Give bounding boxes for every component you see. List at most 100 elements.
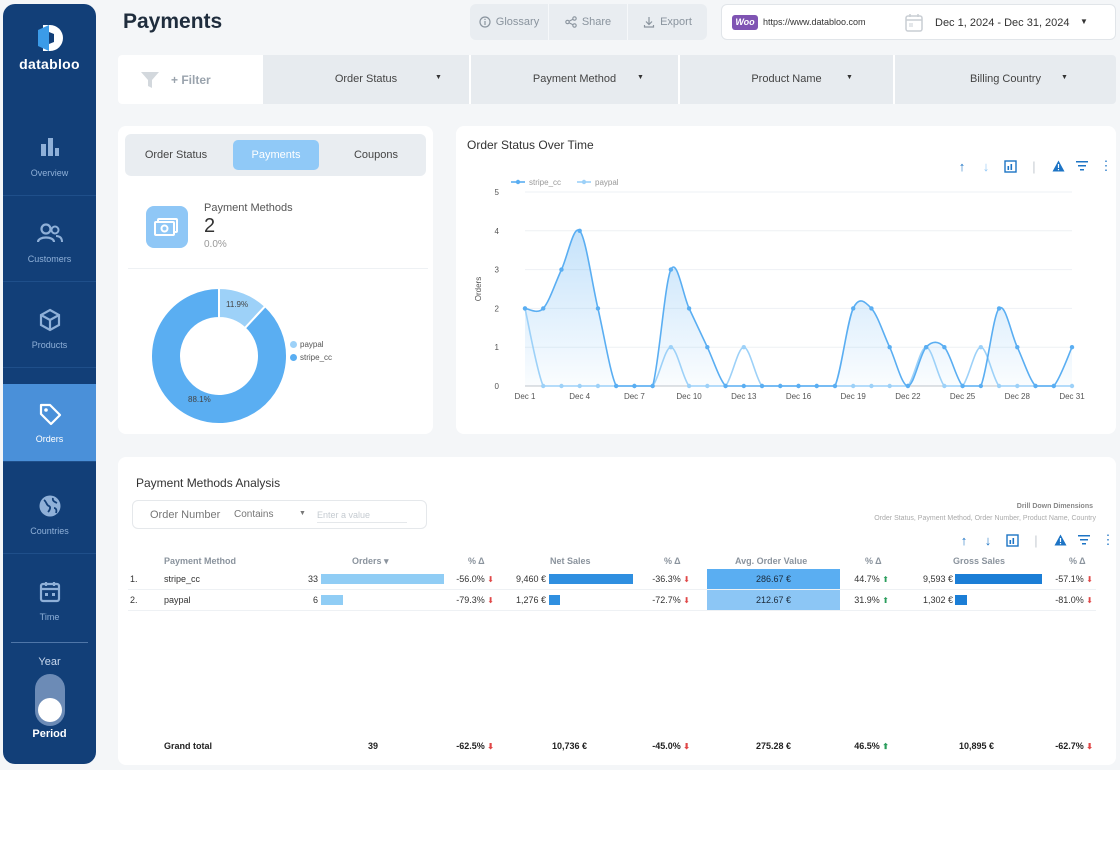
header-gross-sales[interactable]: Gross Sales (953, 556, 1006, 566)
header-payment-method[interactable]: Payment Method (164, 556, 237, 566)
header-gross-delta[interactable]: % Δ (1069, 556, 1086, 566)
data-point-stripe_cc[interactable] (796, 383, 801, 389)
data-point-stripe_cc[interactable] (1051, 383, 1056, 389)
data-point-stripe_cc[interactable] (942, 345, 947, 350)
date-range[interactable]: Dec 1, 2024 - Dec 31, 2024 (935, 17, 1070, 29)
sort-up-icon[interactable]: ↑ (958, 158, 966, 174)
sidebar-item-overview[interactable]: Overview (3, 118, 96, 196)
donut-slice-stripe_cc[interactable] (150, 286, 288, 425)
data-point-paypal[interactable] (851, 383, 856, 389)
filter-operator-select[interactable]: Contains (234, 509, 274, 520)
share-button[interactable]: Share (549, 4, 628, 40)
data-point-stripe_cc[interactable] (559, 267, 564, 272)
data-point-paypal[interactable] (595, 383, 601, 389)
year-period-toggle[interactable] (35, 674, 65, 726)
data-point-stripe_cc[interactable] (541, 306, 546, 311)
data-point-stripe_cc[interactable] (905, 383, 911, 389)
data-point-paypal[interactable] (686, 383, 692, 389)
more-options-icon[interactable]: ⋮ (1099, 158, 1113, 173)
legend-label[interactable]: paypal (595, 178, 619, 187)
data-point-paypal[interactable] (577, 383, 582, 389)
data-point-paypal[interactable] (1069, 383, 1075, 389)
order-status-line-chart[interactable]: 0 1 2 3 4 5 Orders Dec 1 Dec 4 Dec 7 Dec 10 Dec 13 D… (456, 126, 1116, 416)
data-point-stripe_cc[interactable] (978, 383, 984, 389)
data-point-paypal[interactable] (705, 383, 710, 389)
data-point-stripe_cc[interactable] (650, 383, 655, 389)
tab-coupons[interactable]: Coupons (353, 149, 399, 161)
data-point-stripe_cc[interactable] (613, 383, 619, 389)
caret-down-icon[interactable]: ▼ (299, 510, 306, 517)
legend-label[interactable]: stripe_cc (529, 178, 561, 187)
data-point-stripe_cc[interactable] (960, 383, 965, 389)
data-point-stripe_cc[interactable] (1033, 383, 1038, 389)
data-point-stripe_cc[interactable] (1015, 345, 1020, 350)
data-source-date-selector[interactable]: Woo https://www.databloo.com Dec 1, 2024… (721, 4, 1116, 40)
add-filter-button[interactable]: + Filter (118, 55, 261, 104)
filter-lines-icon[interactable] (1074, 531, 1094, 549)
chart-type-icon[interactable] (1002, 531, 1022, 549)
sort-up-icon[interactable]: ↑ (960, 532, 968, 548)
data-point-paypal[interactable] (541, 383, 546, 389)
toggle-knob[interactable] (38, 698, 62, 722)
chart-type-icon[interactable] (1000, 157, 1020, 175)
header-net-sales[interactable]: Net Sales (550, 556, 591, 566)
legend-item-stripe[interactable]: stripe_cc (290, 353, 332, 362)
warning-icon[interactable] (1048, 157, 1068, 175)
sidebar-item-products[interactable]: Products (3, 290, 96, 368)
export-button[interactable]: Export (628, 4, 707, 40)
sidebar-item-time[interactable]: Time (3, 562, 96, 640)
data-point-stripe_cc[interactable] (778, 383, 783, 389)
order-status-dropdown[interactable]: Order Status ▼ (261, 55, 469, 104)
data-point-paypal[interactable] (942, 383, 947, 389)
product-name-dropdown[interactable]: Product Name ▼ (678, 55, 893, 104)
data-point-stripe_cc[interactable] (577, 228, 582, 233)
sort-down-icon[interactable]: ↓ (982, 158, 990, 174)
data-point-paypal[interactable] (1015, 383, 1020, 389)
data-point-stripe_cc[interactable] (869, 306, 874, 311)
logo[interactable]: databloo (3, 22, 96, 72)
sort-down-icon[interactable]: ↓ (984, 532, 992, 548)
payment-method-dropdown[interactable]: Payment Method ▼ (469, 55, 678, 104)
sidebar-item-orders[interactable]: Orders (3, 384, 96, 462)
data-point-stripe_cc[interactable] (1069, 345, 1075, 350)
header-net-delta[interactable]: % Δ (664, 556, 681, 566)
data-point-stripe_cc[interactable] (814, 383, 819, 389)
header-aov[interactable]: Avg. Order Value (735, 556, 808, 566)
data-point-stripe_cc[interactable] (668, 267, 674, 272)
data-point-stripe_cc[interactable] (832, 383, 838, 389)
data-point-stripe_cc[interactable] (759, 383, 765, 389)
data-point-paypal[interactable] (887, 383, 892, 389)
more-options-icon[interactable]: ⋮ (1101, 532, 1115, 547)
sidebar-item-customers[interactable]: Customers (3, 204, 96, 282)
billing-country-dropdown[interactable]: Billing Country ▼ (893, 55, 1116, 104)
tab-payments[interactable]: Payments (233, 140, 319, 170)
data-point-paypal[interactable] (869, 383, 874, 389)
glossary-button[interactable]: Glossary (470, 4, 549, 40)
payment-donut-chart[interactable] (144, 281, 294, 431)
legend-item-paypal[interactable]: paypal (290, 340, 324, 349)
data-point-stripe_cc[interactable] (595, 306, 601, 311)
tab-order-status[interactable]: Order Status (144, 149, 208, 161)
data-point-paypal[interactable] (996, 383, 1002, 389)
data-point-paypal[interactable] (741, 345, 746, 350)
header-aov-delta[interactable]: % Δ (865, 556, 882, 566)
header-orders[interactable]: Orders ▾ (352, 556, 389, 566)
filter-lines-icon[interactable] (1072, 157, 1092, 175)
data-point-stripe_cc[interactable] (632, 383, 637, 389)
data-point-stripe_cc[interactable] (851, 306, 856, 311)
data-point-stripe_cc[interactable] (705, 345, 710, 350)
data-point-stripe_cc[interactable] (686, 306, 692, 311)
header-orders-delta[interactable]: % Δ (468, 556, 485, 566)
data-point-paypal[interactable] (668, 345, 674, 350)
data-point-paypal[interactable] (978, 345, 984, 350)
data-point-stripe_cc[interactable] (887, 345, 892, 350)
data-point-stripe_cc[interactable] (923, 345, 929, 350)
data-point-stripe_cc[interactable] (522, 306, 528, 311)
data-point-stripe_cc[interactable] (996, 306, 1002, 311)
data-point-stripe_cc[interactable] (741, 383, 746, 389)
filter-value-input[interactable] (317, 507, 407, 523)
chevron-down-icon[interactable]: ▼ (1080, 17, 1088, 26)
warning-icon[interactable] (1050, 531, 1070, 549)
sidebar-item-countries[interactable]: Countries (3, 476, 96, 554)
data-point-stripe_cc[interactable] (723, 383, 728, 389)
